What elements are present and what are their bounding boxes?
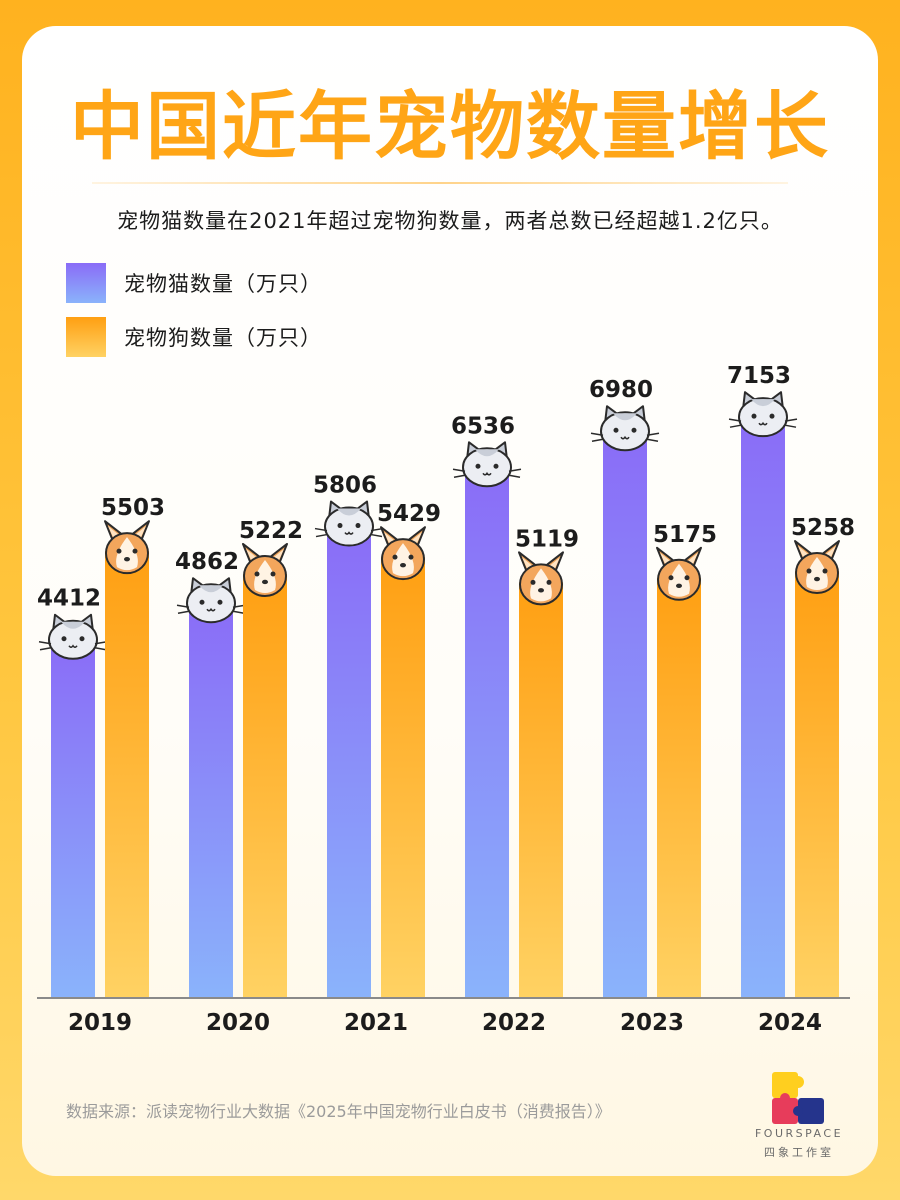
data-label-cat-2022: 6536 bbox=[451, 413, 515, 439]
logo-name: FOURSPACE bbox=[754, 1127, 844, 1140]
bar-cat-2019 bbox=[51, 639, 95, 998]
page-title: 中国近年宠物数量增长 bbox=[70, 84, 830, 170]
bar-dog-2020 bbox=[243, 573, 287, 998]
cat-face-icon bbox=[728, 391, 798, 438]
data-label-cat-2024: 7153 bbox=[727, 363, 791, 389]
bar-dog-2021 bbox=[381, 557, 425, 998]
chart-subtitle: 宠物猫数量在2021年超过宠物狗数量，两者总数已经超越1.2亿只。 bbox=[117, 209, 783, 233]
fourspace-logo-icon bbox=[772, 1072, 824, 1124]
cat-face-icon bbox=[590, 405, 660, 452]
legend-item-cat: 宠物猫数量（万只） bbox=[66, 262, 322, 304]
cat-face-icon bbox=[314, 500, 384, 547]
legend-item-dog: 宠物狗数量（万只） bbox=[66, 316, 322, 358]
data-source-note: 数据来源：派读宠物行业大数据《2025年中国宠物行业白皮书（消费报告）》 bbox=[66, 1102, 611, 1121]
dog-face-icon bbox=[380, 526, 426, 581]
x-tick-label-2022: 2022 bbox=[482, 1010, 546, 1036]
bar-dog-2022 bbox=[519, 582, 563, 998]
data-label-dog-2023: 5175 bbox=[653, 522, 717, 548]
dog-face-icon bbox=[242, 542, 288, 597]
legend-label-dog: 宠物狗数量（万只） bbox=[124, 326, 322, 350]
data-label-dog-2022: 5119 bbox=[515, 526, 579, 552]
x-tick-label-2021: 2021 bbox=[344, 1010, 408, 1036]
title-divider bbox=[92, 182, 788, 184]
data-label-cat-2023: 6980 bbox=[589, 377, 653, 403]
bar-cat-2021 bbox=[327, 526, 371, 998]
legend-swatch-cat bbox=[66, 263, 106, 303]
bar-cat-2020 bbox=[189, 603, 233, 998]
cat-face-icon bbox=[452, 441, 522, 488]
data-label-cat-2021: 5806 bbox=[313, 473, 377, 499]
bar-dog-2023 bbox=[657, 577, 701, 998]
dog-face-icon bbox=[104, 520, 150, 575]
x-tick-label-2024: 2024 bbox=[758, 1010, 822, 1036]
bar-cat-2022 bbox=[465, 467, 509, 998]
data-label-dog-2019: 5503 bbox=[101, 495, 165, 521]
data-label-dog-2024: 5258 bbox=[791, 515, 855, 541]
data-label-dog-2020: 5222 bbox=[239, 518, 303, 544]
legend-swatch-dog bbox=[66, 317, 106, 357]
bar-cat-2024 bbox=[741, 417, 785, 998]
x-tick-label-2023: 2023 bbox=[620, 1010, 684, 1036]
logo-subname: 四象工作室 bbox=[764, 1146, 834, 1159]
x-tick-label-2020: 2020 bbox=[206, 1010, 270, 1036]
dog-face-icon bbox=[518, 551, 564, 606]
content-card bbox=[22, 26, 878, 1176]
cat-face-icon bbox=[38, 613, 108, 660]
bar-dog-2024 bbox=[795, 571, 839, 998]
data-label-cat-2019: 4412 bbox=[37, 586, 101, 612]
legend-label-cat: 宠物猫数量（万只） bbox=[124, 272, 322, 296]
bar-cat-2023 bbox=[603, 431, 647, 998]
x-tick-label-2019: 2019 bbox=[68, 1010, 132, 1036]
data-label-cat-2020: 4862 bbox=[175, 549, 239, 575]
dog-face-icon bbox=[794, 540, 840, 595]
cat-face-icon bbox=[176, 577, 246, 624]
bar-dog-2019 bbox=[105, 551, 149, 998]
data-label-dog-2021: 5429 bbox=[377, 501, 441, 527]
dog-face-icon bbox=[656, 546, 702, 601]
